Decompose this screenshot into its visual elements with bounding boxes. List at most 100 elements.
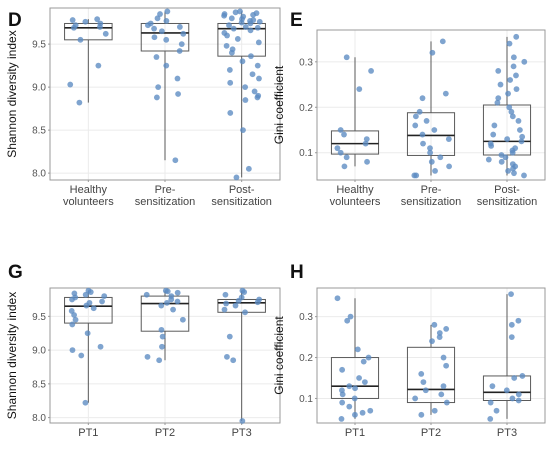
data-point [495,68,502,74]
data-point [254,299,261,306]
data-point [503,387,510,394]
data-point [519,373,526,379]
x-category-label: Pre-sensitization [401,184,462,208]
data-point [508,334,515,340]
data-point [343,154,350,161]
data-point [429,49,436,56]
box [330,130,380,155]
data-point [159,343,165,350]
x-category-label-line: PT3 [497,427,517,439]
x-category-label: PT3 [497,427,517,439]
data-point [442,90,449,97]
x-category-label-line: PT1 [78,427,98,439]
data-point [158,326,165,333]
data-point [238,19,245,26]
data-point [87,289,94,295]
data-point [156,357,163,364]
data-point [365,354,372,361]
panel-g: G 8.0 8.5 9.0 9.5 Shannon diversity index PT1 P… [5,262,281,439]
data-point [228,49,235,56]
x-category-label-line: sensitization [477,196,538,208]
data-point [443,399,450,406]
data-point [241,289,248,295]
x-category-label-line: volunteers [63,196,114,208]
y-axis-label: Shannon diversity index [5,30,19,157]
data-point [437,154,444,161]
data-point [354,346,361,353]
data-point [232,302,239,309]
data-point [343,54,350,61]
x-category-label: Post-sensitization [477,184,538,208]
data-point [337,127,344,133]
box [140,22,190,52]
box [330,357,380,399]
data-point [168,296,175,303]
data-point [423,118,430,124]
data-point [250,11,256,18]
data-point [339,399,346,406]
data-point [90,305,97,312]
data-point [99,298,105,305]
data-point [418,411,425,418]
y-axis-label: Gini coefficient [272,316,286,395]
panel-label: G [8,262,23,283]
x-category-label: PT1 [78,427,98,439]
x-category-label: PT2 [421,427,441,439]
data-point [71,312,78,318]
data-point [338,416,345,422]
y-tick-label: 9.0 [32,346,46,357]
y-tick-label: 9.0 [32,83,46,94]
data-point [508,291,514,298]
x-category-label: PT2 [155,427,175,439]
data-point [172,157,179,164]
data-point [151,34,158,41]
data-point [337,149,344,156]
data-point [362,140,369,147]
data-point [256,75,262,82]
x-category-label-line: Post- [494,184,520,196]
data-point [179,316,186,323]
data-point [163,18,170,24]
data-point [497,81,504,88]
data-point [439,38,446,45]
data-point [69,17,76,23]
y-tick-label: 0.1 [299,394,313,405]
data-point [509,149,516,156]
data-point [431,127,438,133]
y-tick-label: 0.2 [299,103,313,114]
data-point [239,418,246,424]
data-point [428,158,435,165]
y-axis-label: Gini coefficient [272,65,286,144]
data-point [155,84,162,91]
x-category-label-line: sensitization [211,196,272,208]
data-point [158,28,165,35]
data-point [508,321,515,328]
data-point [351,395,358,402]
data-point [69,347,76,353]
data-point [242,24,249,30]
data-point [97,24,103,30]
data-point [67,81,74,88]
panel-d: D 8.0 8.5 9.0 9.5 Shannon diversity index Heal… [5,7,281,208]
data-point [347,313,354,320]
data-point [254,94,261,101]
data-point [363,136,370,142]
data-point [521,172,527,179]
data-point [84,330,91,337]
data-point [431,321,438,328]
data-point [222,291,229,298]
data-point [255,39,262,46]
x-category-label: Healthy volunteers [330,184,381,208]
data-point [226,333,233,340]
data-point [221,306,228,313]
x-category-label-line: Healthy [336,184,374,196]
data-point [509,113,516,120]
data-point [511,375,518,381]
data-point [494,99,501,106]
data-point [256,18,263,25]
data-point [334,295,341,302]
y-axis-label: Shannon diversity index [5,292,19,419]
data-point [509,395,516,402]
data-point [70,24,77,31]
data-point [359,409,366,416]
